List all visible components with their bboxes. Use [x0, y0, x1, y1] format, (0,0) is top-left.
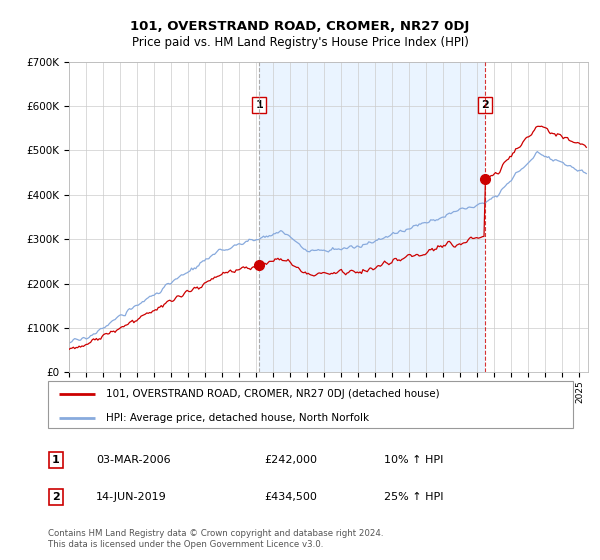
- FancyBboxPatch shape: [48, 381, 573, 428]
- Text: 2: 2: [52, 492, 59, 502]
- Text: Contains HM Land Registry data © Crown copyright and database right 2024.
This d: Contains HM Land Registry data © Crown c…: [48, 529, 383, 549]
- Text: 1: 1: [255, 100, 263, 110]
- Text: HPI: Average price, detached house, North Norfolk: HPI: Average price, detached house, Nort…: [106, 413, 369, 423]
- Text: 10% ↑ HPI: 10% ↑ HPI: [384, 455, 443, 465]
- Text: 03-MAR-2006: 03-MAR-2006: [96, 455, 170, 465]
- Text: 2: 2: [481, 100, 489, 110]
- Text: 1: 1: [52, 455, 59, 465]
- Text: £434,500: £434,500: [264, 492, 317, 502]
- Text: 101, OVERSTRAND ROAD, CROMER, NR27 0DJ (detached house): 101, OVERSTRAND ROAD, CROMER, NR27 0DJ (…: [106, 389, 439, 399]
- Text: 101, OVERSTRAND ROAD, CROMER, NR27 0DJ: 101, OVERSTRAND ROAD, CROMER, NR27 0DJ: [130, 20, 470, 32]
- Text: £242,000: £242,000: [264, 455, 317, 465]
- Text: 14-JUN-2019: 14-JUN-2019: [96, 492, 167, 502]
- Text: Price paid vs. HM Land Registry's House Price Index (HPI): Price paid vs. HM Land Registry's House …: [131, 36, 469, 49]
- Text: 25% ↑ HPI: 25% ↑ HPI: [384, 492, 443, 502]
- Bar: [259, 62, 485, 372]
